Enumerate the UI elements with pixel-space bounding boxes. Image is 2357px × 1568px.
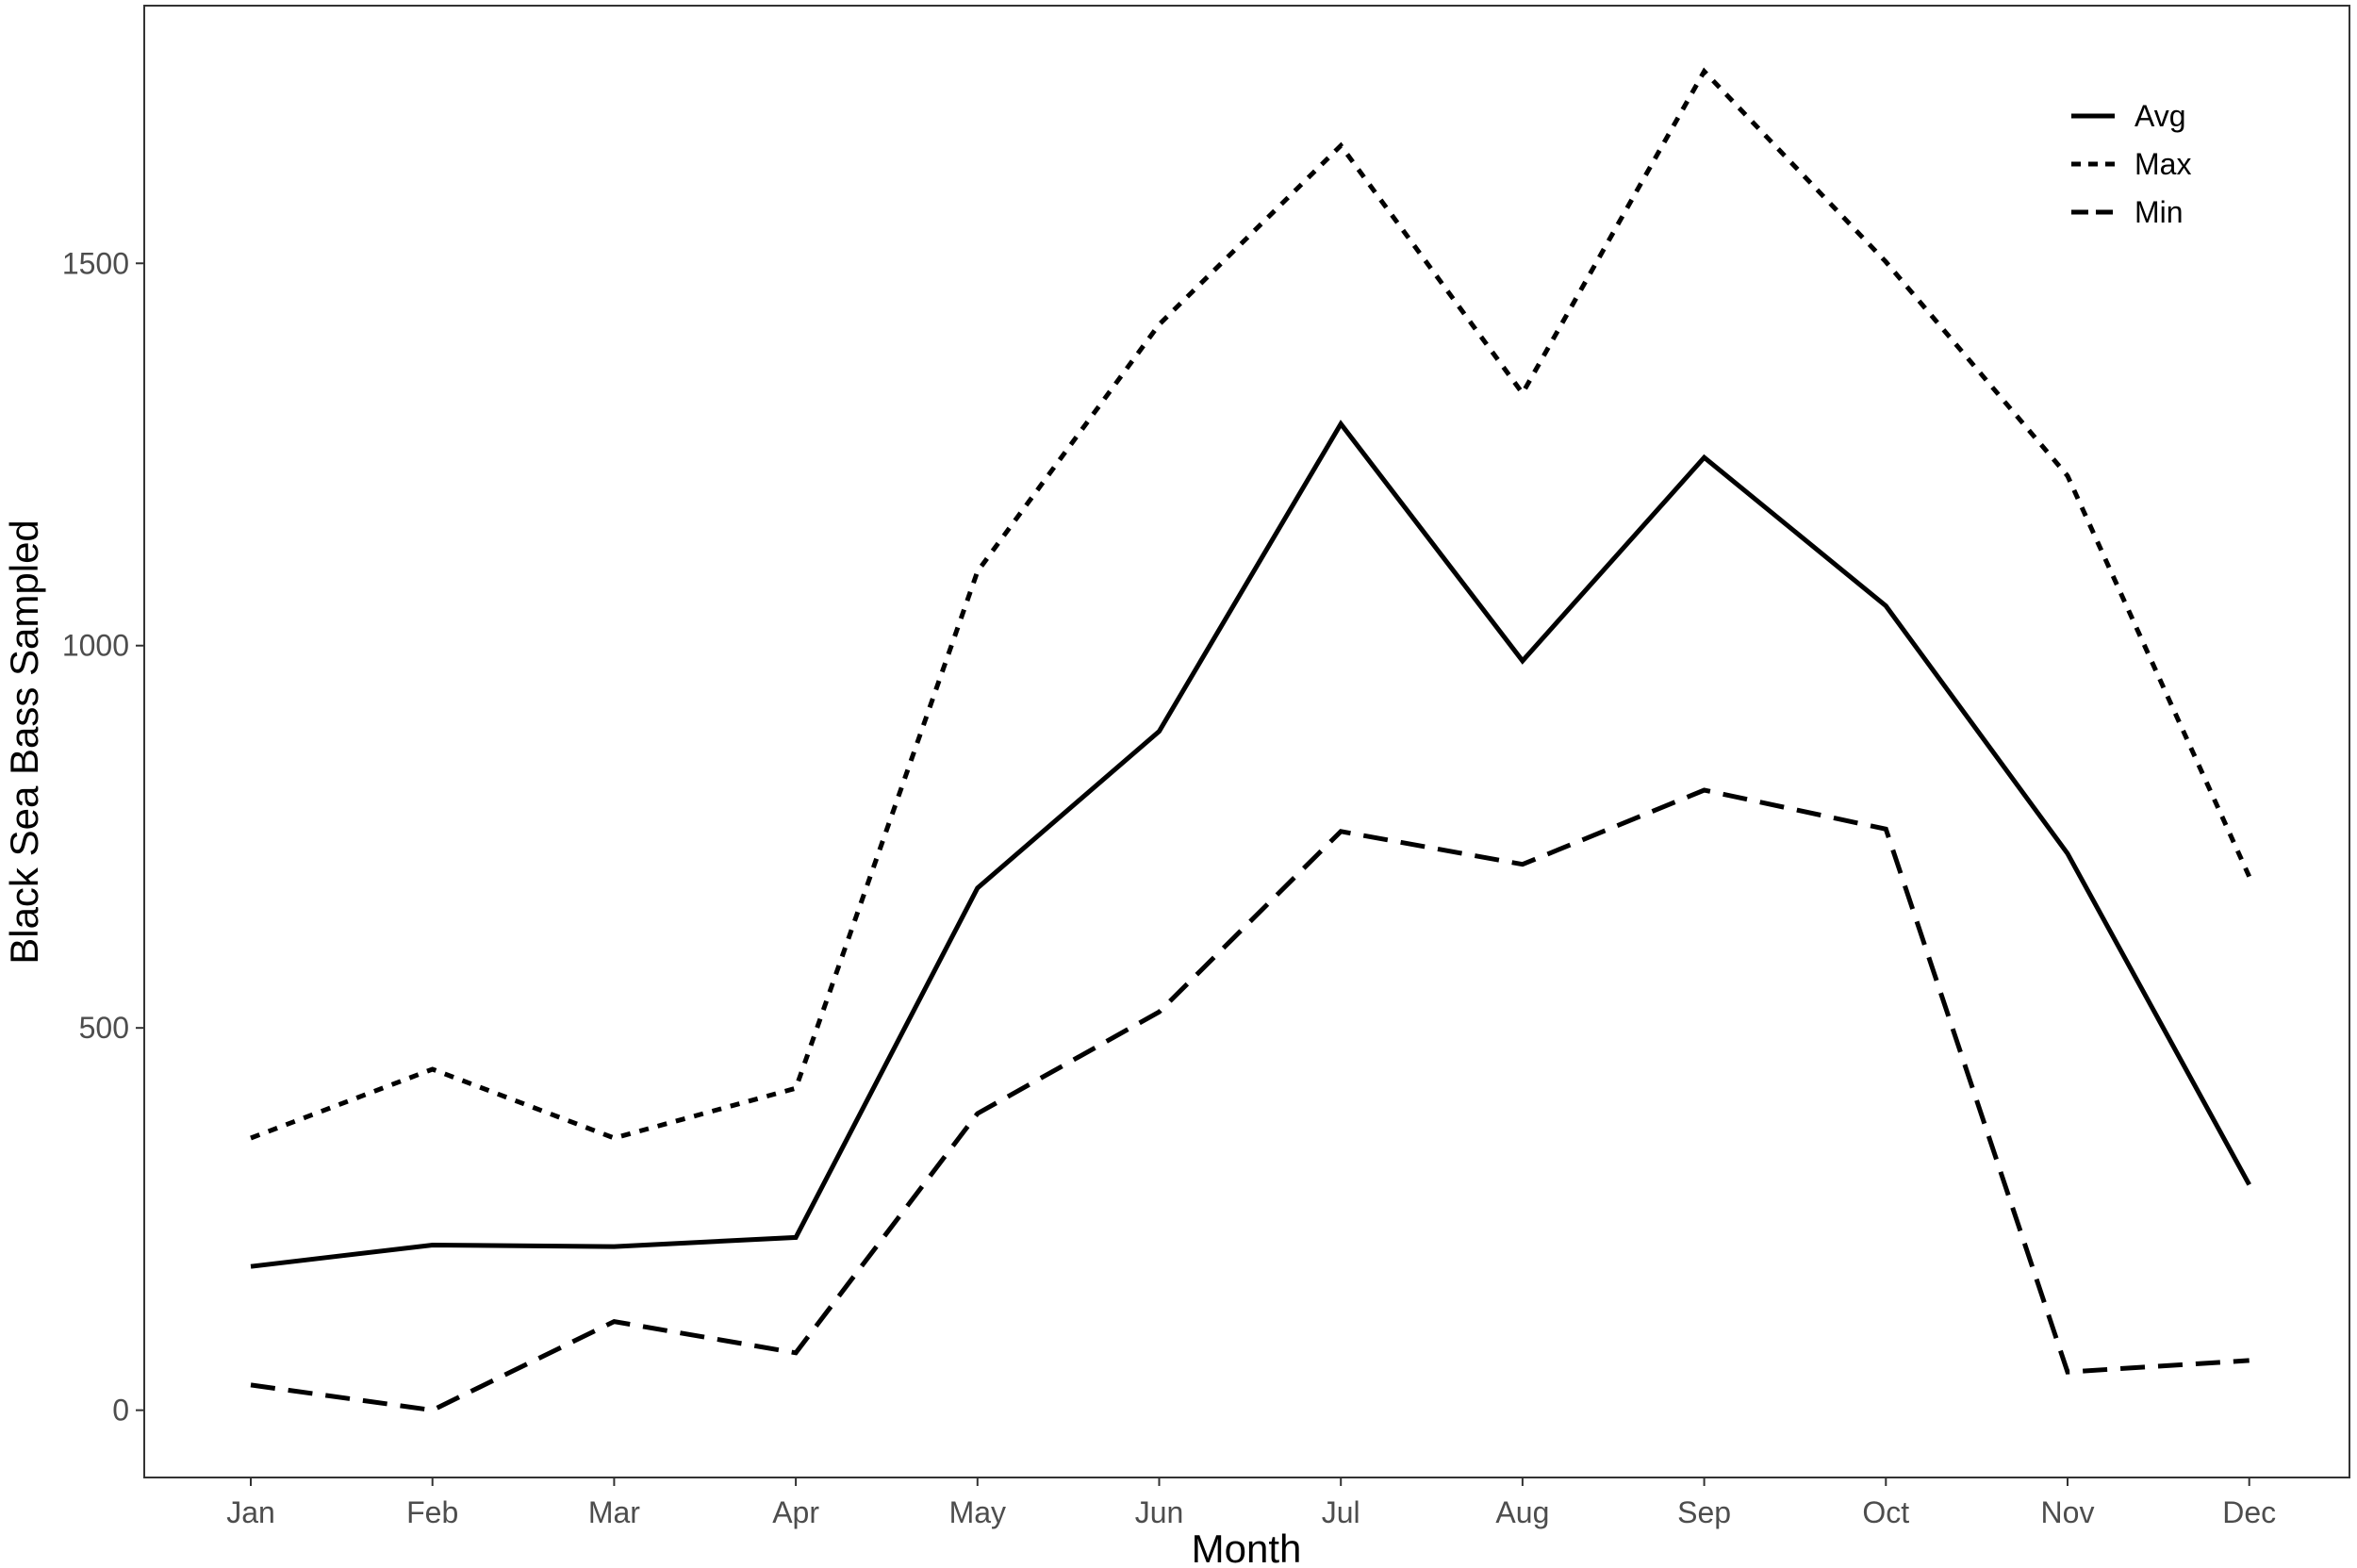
x-tick-label: Aug — [1495, 1495, 1549, 1529]
x-tick-label: Jun — [1135, 1495, 1184, 1529]
x-tick-label: Oct — [1862, 1495, 1909, 1529]
x-axis-title: Month — [1192, 1527, 1302, 1568]
series-lines — [250, 67, 2251, 1413]
x-tick-label: Mar — [588, 1495, 640, 1529]
x-tick-label: May — [949, 1495, 1006, 1529]
y-tick-label: 1500 — [62, 246, 129, 280]
series-line-max — [250, 67, 2251, 1141]
y-axis: 0 500 1000 1500 — [62, 246, 144, 1428]
legend-label-min: Min — [2134, 195, 2184, 229]
legend-label-avg: Avg — [2134, 99, 2186, 133]
legend: Avg Max Min — [2071, 99, 2191, 229]
x-axis: Jan Feb Mar Apr May Jun Jul Aug Sep Oct Nov Dec — [226, 1477, 2276, 1529]
x-tick-label: Feb — [406, 1495, 458, 1529]
x-tick-label: Jan — [226, 1495, 275, 1529]
series-line-min — [250, 787, 2250, 1413]
y-tick-label: 500 — [79, 1011, 129, 1045]
y-axis-title: Black Sea Bass Sampled — [2, 520, 46, 965]
x-tick-label: Sep — [1677, 1495, 1731, 1529]
series-line-avg — [250, 420, 2251, 1269]
x-tick-label: Dec — [2222, 1495, 2276, 1529]
y-tick-label: 0 — [112, 1394, 129, 1428]
legend-label-max: Max — [2134, 147, 2191, 181]
x-tick-label: Jul — [1322, 1495, 1360, 1529]
y-tick-label: 1000 — [62, 629, 129, 663]
x-tick-label: Nov — [2041, 1495, 2095, 1529]
x-tick-label: Apr — [772, 1495, 819, 1529]
plot-panel-border — [143, 5, 2350, 1478]
